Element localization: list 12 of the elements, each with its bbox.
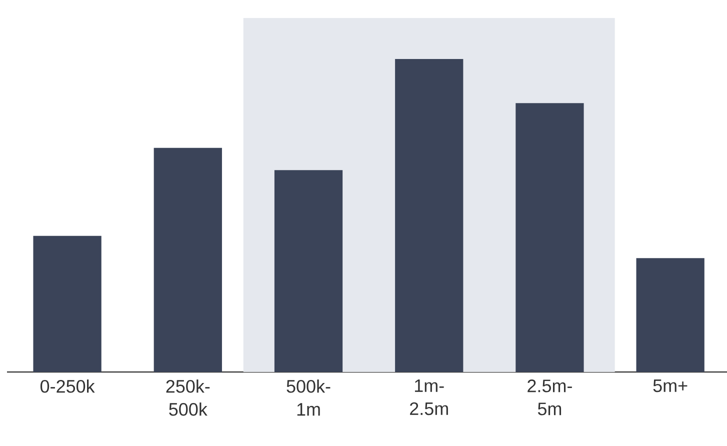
bar xyxy=(274,170,343,372)
bar xyxy=(516,103,584,372)
bar xyxy=(33,236,102,372)
x-tick-label: 500k-1m xyxy=(286,380,330,416)
bar xyxy=(395,59,464,372)
x-tick-label: 0-250k xyxy=(40,380,95,393)
bar xyxy=(154,148,222,372)
x-tick-label: 1m-2.5m xyxy=(410,380,448,416)
bar xyxy=(636,258,704,372)
x-tick-label: 2.5m-5m xyxy=(528,380,572,416)
x-tick-label: 5m+ xyxy=(653,380,688,392)
x-tick-label: 250k-500k xyxy=(166,380,210,416)
